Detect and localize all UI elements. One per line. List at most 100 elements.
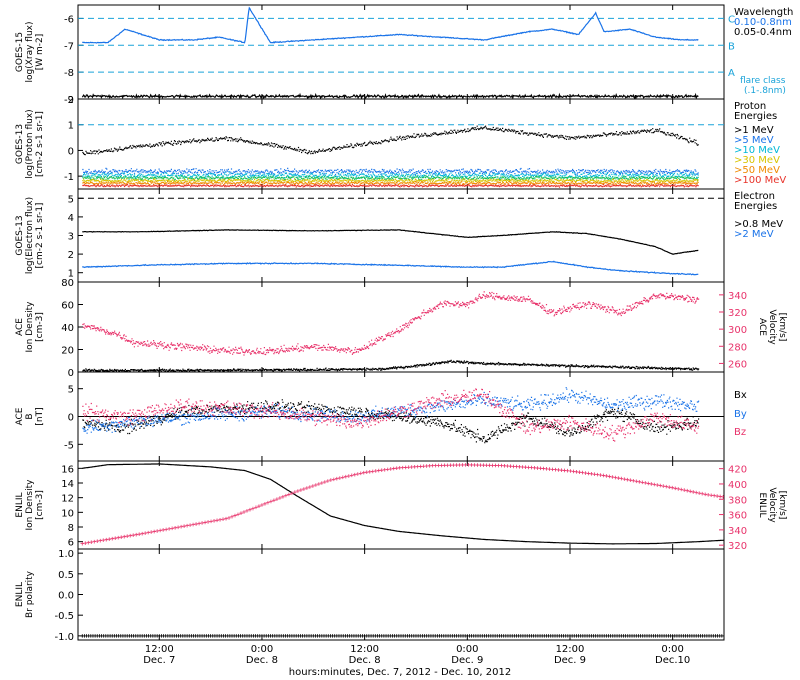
legend-entry: >10 MeV [734,145,780,156]
y-tick-label: 0 [68,368,74,379]
y-tick-label: -9 [64,95,74,106]
y-tick-label: 0 [68,413,74,424]
data-point [116,535,121,540]
data-point [604,474,609,478]
data-point [326,479,330,483]
data-point [332,477,336,482]
y2-tick-label: 300 [728,325,747,336]
data-point [113,536,118,540]
series-points [82,388,700,442]
data-point [344,474,348,479]
data-point [329,478,333,482]
x-axis-title: hours:minutes, Dec. 7, 2012 - Dec. 10, 2… [289,667,511,678]
x-tick-label: 0:00 [251,644,273,655]
panel-ylabel: Ion Density [25,301,35,353]
data-point [571,469,576,474]
data-point [257,504,261,508]
data-point [592,472,597,477]
data-point [364,470,369,474]
data-point [254,505,258,510]
data-point [221,517,225,522]
panel-frame [77,188,725,283]
data-point [308,485,312,489]
legend-entry: 0.05-0.4nm [734,27,792,38]
data-point [586,471,591,476]
data-point [688,489,693,494]
data-point [679,487,684,492]
y-tick-label: -1 [64,172,74,183]
data-point [302,487,306,491]
data-point [335,476,339,481]
data-point [341,475,345,480]
data-point [709,493,713,498]
data-point [583,471,588,475]
legend-title: Energies [734,201,777,212]
data-point [128,533,132,538]
data-point [101,538,106,542]
data-point [379,468,384,472]
x-tick-label: 12:00 [556,644,585,655]
data-point [239,511,243,516]
data-point [673,486,678,491]
y2-tick-label: 340 [728,291,747,302]
data-point [391,466,396,471]
data-point [580,470,585,475]
y-tick-label: 1 [68,269,74,280]
data-point [251,506,255,511]
panel-0: -9 -8 -7 -6 C B A GOES-15 log(Xray flux) [W m-2] W… [15,4,793,106]
panel-ylabel: ACE [15,407,25,425]
data-point [92,539,97,544]
x-tick-date: Dec. 8 [349,655,381,666]
y-tick-label: 14 [61,479,74,490]
data-point [170,526,174,531]
data-point [631,478,636,483]
panel-frame [77,460,725,550]
data-point [293,490,297,494]
data-point [619,476,624,481]
x-tick-date: Dec. 9 [554,655,586,666]
data-point [200,521,204,525]
y-tick-label: 5 [68,385,74,396]
data-point [80,541,85,546]
panel-ylabel: GOES-15 [15,32,25,72]
data-point [146,530,150,535]
data-point [305,486,309,490]
data-point [167,527,171,531]
data-point [715,494,719,498]
y-tick-label: 0.5 [58,570,74,581]
data-point [275,497,279,501]
legend-title: Electron [734,191,775,202]
series-points [82,178,699,183]
y-tick-label: 5 [68,194,74,205]
data-point [134,532,138,537]
data-point [266,500,270,505]
data-point [191,522,195,527]
legend-entry: >100 MeV [734,175,786,186]
data-point [110,536,115,541]
data-point [107,537,112,541]
y-tick-label: 6 [68,538,74,549]
legend-entry: >2 MeV [734,229,774,240]
panel-ylabel: ACE [15,318,25,336]
x-tick-date: Dec. 7 [143,655,175,666]
panel-1: -1 0 1 2 GOES-13 log(Proton flux) [cm-2 s-1 sr… [15,95,786,190]
data-point [158,528,162,533]
series-points [82,183,699,188]
y-tick-label: 0 [68,146,74,157]
y-tick-label: 20 [61,346,74,357]
x-tick-date: Dec. 9 [451,655,483,666]
panel-ylabel: GOES-13 [15,124,25,164]
y2-tick-label: 280 [728,342,747,353]
flare-class-label: A [728,68,735,79]
y-tick-label: 12 [61,494,74,505]
data-point [616,476,621,480]
data-point [352,472,357,477]
data-point [137,532,141,536]
y-tick-label: 80 [61,278,74,289]
data-point [218,517,222,522]
panel-y2label: ACE [757,318,767,336]
data-point [179,524,183,529]
panel-ylabel: [cm-3] [35,490,45,520]
data-point [703,492,707,497]
